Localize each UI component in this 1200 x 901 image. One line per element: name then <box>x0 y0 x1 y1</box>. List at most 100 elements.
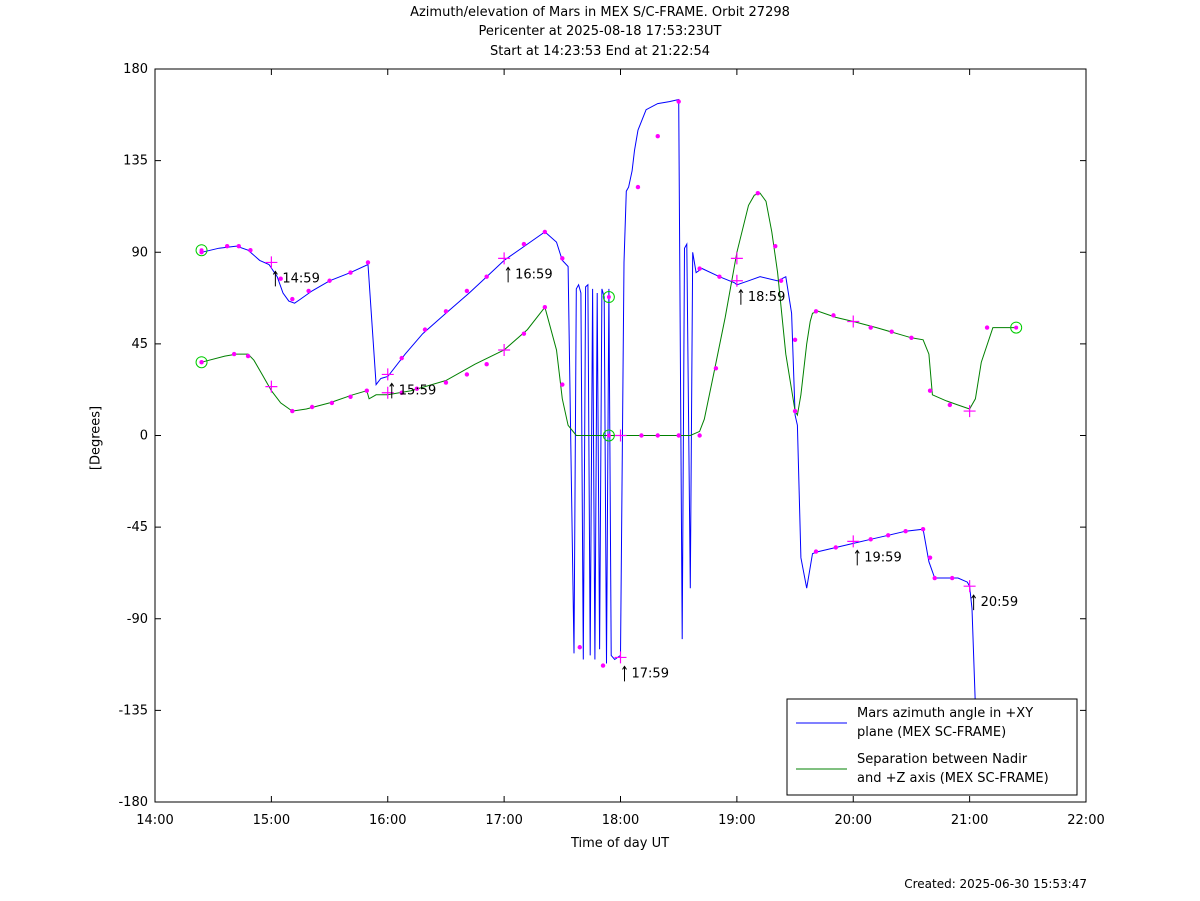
x-tick-label: 20:00 <box>835 813 872 828</box>
data-point-marker <box>278 276 283 281</box>
annotation-label: 19:59 <box>864 550 901 565</box>
data-point-marker <box>949 575 955 581</box>
data-point-marker <box>833 545 838 550</box>
hour-plus-marker <box>498 343 511 356</box>
y-tick-label: -180 <box>118 795 148 810</box>
hour-plus-marker <box>963 580 976 593</box>
separation-series-line <box>201 192 1017 436</box>
data-point-marker <box>224 243 230 249</box>
annotation-label: 20:59 <box>981 595 1018 610</box>
endpoint-circle-marker <box>602 291 615 304</box>
data-point-marker <box>655 433 660 438</box>
endpoint-center-dot <box>199 360 204 365</box>
data-point-marker <box>464 372 470 377</box>
data-point-marker <box>560 256 565 261</box>
annotation-arrow <box>389 382 395 399</box>
data-point-marker <box>365 260 371 265</box>
x-tick-label: 16:00 <box>369 813 406 828</box>
annotation-label: 16:59 <box>515 267 552 282</box>
chart-title: Azimuth/elevation of Mars in MEX S/C-FRA… <box>410 5 790 20</box>
endpoint-center-dot <box>606 433 611 438</box>
data-point-marker <box>831 313 836 318</box>
data-point-marker <box>484 274 489 279</box>
hour-plus-marker <box>614 429 627 442</box>
series-group <box>201 98 1017 707</box>
data-point-marker <box>868 325 873 330</box>
x-tick-label: 18:00 <box>602 813 639 828</box>
data-point-marker <box>464 288 470 294</box>
data-point-marker <box>248 248 253 253</box>
data-point-marker <box>927 388 933 393</box>
annotation-arrow <box>738 288 744 305</box>
data-point-marker <box>903 528 908 534</box>
data-point-marker <box>697 266 702 271</box>
x-axis-label: Time of day UT <box>570 836 670 851</box>
hour-plus-marker <box>614 651 627 664</box>
data-point-marker <box>927 555 933 560</box>
x-tick-label: 19:00 <box>718 813 755 828</box>
annotation-label: 18:59 <box>748 290 785 305</box>
endpoint-center-dot <box>199 248 204 253</box>
data-point-marker <box>600 663 606 668</box>
hour-plus-marker <box>963 405 976 418</box>
data-point-marker <box>542 305 548 310</box>
annotations-group: 14:59 15:59 16:59 17:59 18:59 19:59 20:59 <box>272 266 1018 682</box>
data-point-marker <box>443 380 449 385</box>
legend-label-separation-line2: and +Z axis (MEX SC-FRAME) <box>857 771 1049 786</box>
hour-plus-marker <box>730 274 743 287</box>
data-point-marker <box>236 243 241 249</box>
data-point-marker <box>542 229 548 235</box>
y-tick-label: 45 <box>131 337 148 352</box>
x-tick-label: 15:00 <box>253 813 290 828</box>
data-point-marker <box>717 274 722 279</box>
hour-plus-marker <box>265 256 278 269</box>
data-point-marker <box>484 362 489 367</box>
data-point-marker <box>792 408 798 414</box>
data-point-marker <box>290 296 295 302</box>
data-point-marker <box>577 645 582 650</box>
y-tick-label: -135 <box>118 703 148 718</box>
data-point-marker <box>920 526 926 532</box>
legend-label-separation: Separation between Nadir <box>857 752 1028 767</box>
endpoint-circle-marker <box>195 356 208 369</box>
y-tick-label: 0 <box>140 429 148 444</box>
annotation-arrow <box>622 665 627 682</box>
legend: Mars azimuth angle in +XY plane (MEX SC-F… <box>786 698 1078 796</box>
data-point-marker <box>422 327 428 332</box>
data-point-marker <box>329 400 335 406</box>
hour-plus-marker <box>730 252 743 265</box>
data-point-marker <box>885 533 891 538</box>
endpoint-circle-marker <box>1010 321 1023 334</box>
x-tick-label: 21:00 <box>951 813 988 828</box>
data-point-marker <box>306 288 311 294</box>
hour-plus-marker <box>381 368 394 381</box>
data-point-marker <box>231 351 237 357</box>
legend-label-azimuth-line2: plane (MEX SC-FRAME) <box>857 725 1006 740</box>
data-point-marker <box>813 309 819 314</box>
data-point-marker <box>778 278 784 283</box>
y-tick-label: 180 <box>123 62 148 77</box>
y-tick-label: 135 <box>123 154 148 169</box>
legend-label-azimuth: Mars azimuth angle in +XY <box>857 706 1033 721</box>
data-point-marker <box>414 386 420 391</box>
data-point-marker <box>443 309 449 314</box>
data-point-marker <box>348 394 353 400</box>
annotation-arrow <box>505 266 511 283</box>
hour-plus-marker <box>265 380 278 393</box>
data-point-marker <box>889 329 894 334</box>
data-point-marker <box>521 241 527 247</box>
data-point-marker <box>309 404 315 410</box>
data-point-marker <box>399 390 404 395</box>
axis-frame-group: -180 -135 -90 -45 0 45 90 135 180 14:00 15:00 16:00… <box>118 62 1104 828</box>
endpoint-center-dot <box>606 295 611 300</box>
data-point-marker <box>697 433 702 438</box>
data-point-marker <box>327 278 332 283</box>
data-point-marker <box>773 243 778 249</box>
annotation-label: 15:59 <box>399 383 436 398</box>
data-point-marker <box>635 184 641 190</box>
annotation-arrow <box>272 270 278 287</box>
endpoint-center-dot <box>1014 325 1019 330</box>
markers-group <box>195 99 1023 668</box>
annotation-label: 14:59 <box>282 271 319 286</box>
